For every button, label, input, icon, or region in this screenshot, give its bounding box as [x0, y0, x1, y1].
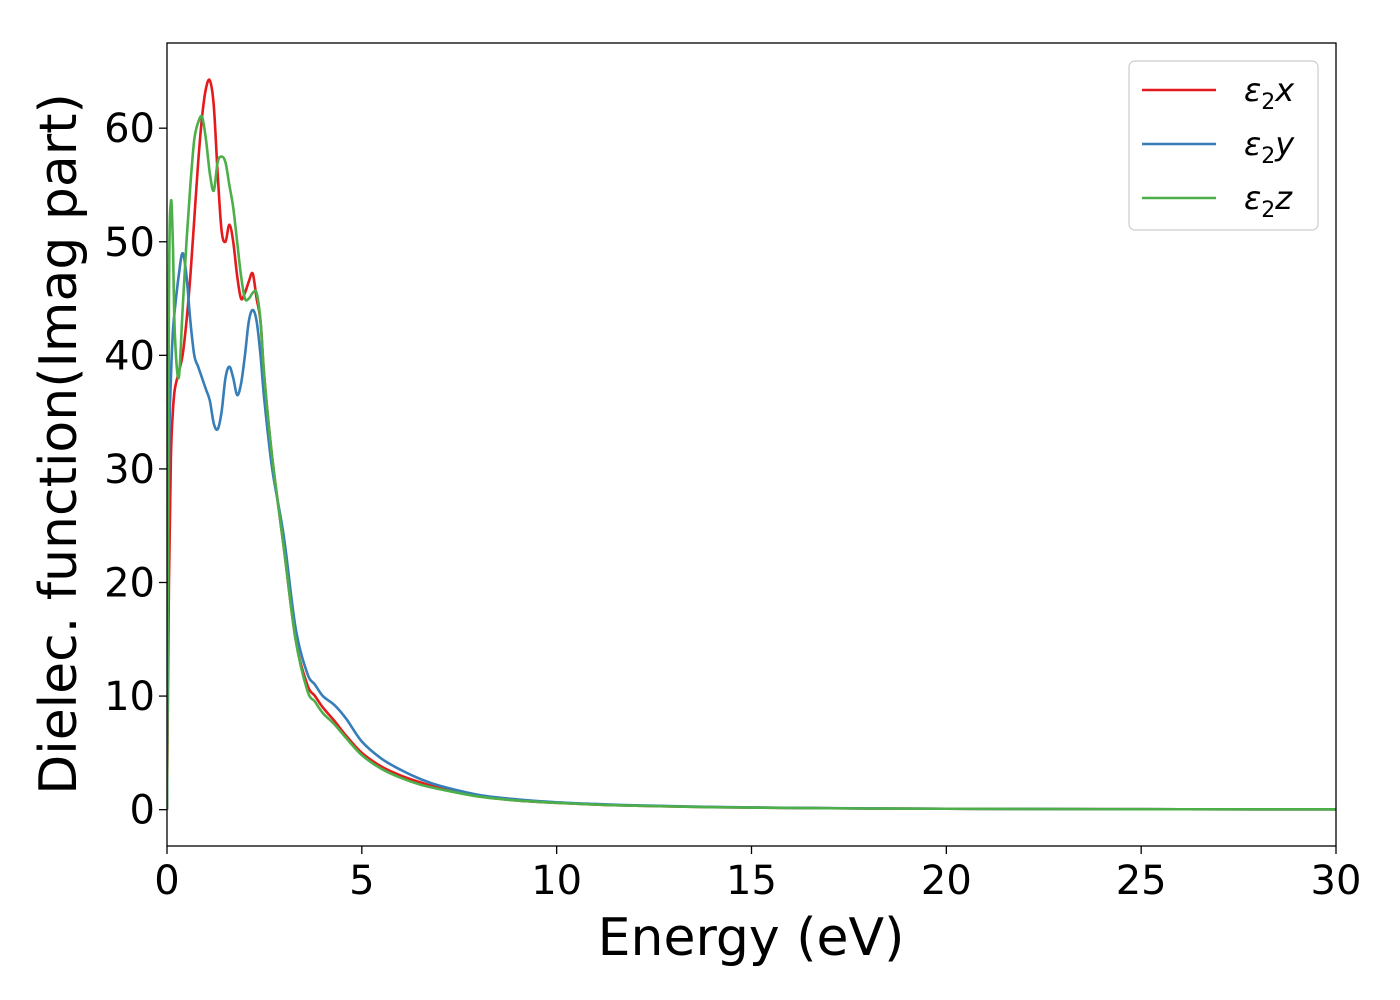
y-tick-label: 0	[130, 788, 155, 834]
y-axis-ticks: 0 10 20 30 40 50 60	[104, 106, 167, 834]
y-tick-label: 20	[104, 560, 155, 606]
y-tick-label: 50	[104, 220, 155, 266]
y-tick-label: 40	[104, 333, 155, 379]
y-axis-title: Dielec. function(Imag part)	[29, 93, 89, 795]
x-tick-label: 25	[1116, 858, 1167, 904]
legend: ε2x ε2y ε2z	[1128, 60, 1319, 231]
series-line-z	[167, 114, 1336, 811]
legend-label-y: ε2y	[1244, 125, 1295, 169]
y-tick-label: 60	[104, 106, 155, 152]
legend-label-z: ε2z	[1244, 179, 1293, 223]
legend-box	[1128, 60, 1319, 231]
x-tick-label: 10	[531, 858, 582, 904]
x-tick-label: 20	[921, 858, 972, 904]
x-axis-title: Energy (eV)	[598, 908, 905, 968]
plot-lines	[167, 78, 1336, 811]
x-tick-label: 15	[726, 858, 777, 904]
x-tick-label: 5	[349, 858, 374, 904]
x-axis-ticks: 0 5 10 15 20 25 30	[154, 846, 1361, 904]
x-tick-label: 30	[1311, 858, 1362, 904]
x-tick-label: 0	[154, 858, 179, 904]
y-tick-label: 10	[104, 674, 155, 720]
y-tick-label: 30	[104, 447, 155, 493]
legend-label-x: ε2x	[1244, 71, 1295, 115]
